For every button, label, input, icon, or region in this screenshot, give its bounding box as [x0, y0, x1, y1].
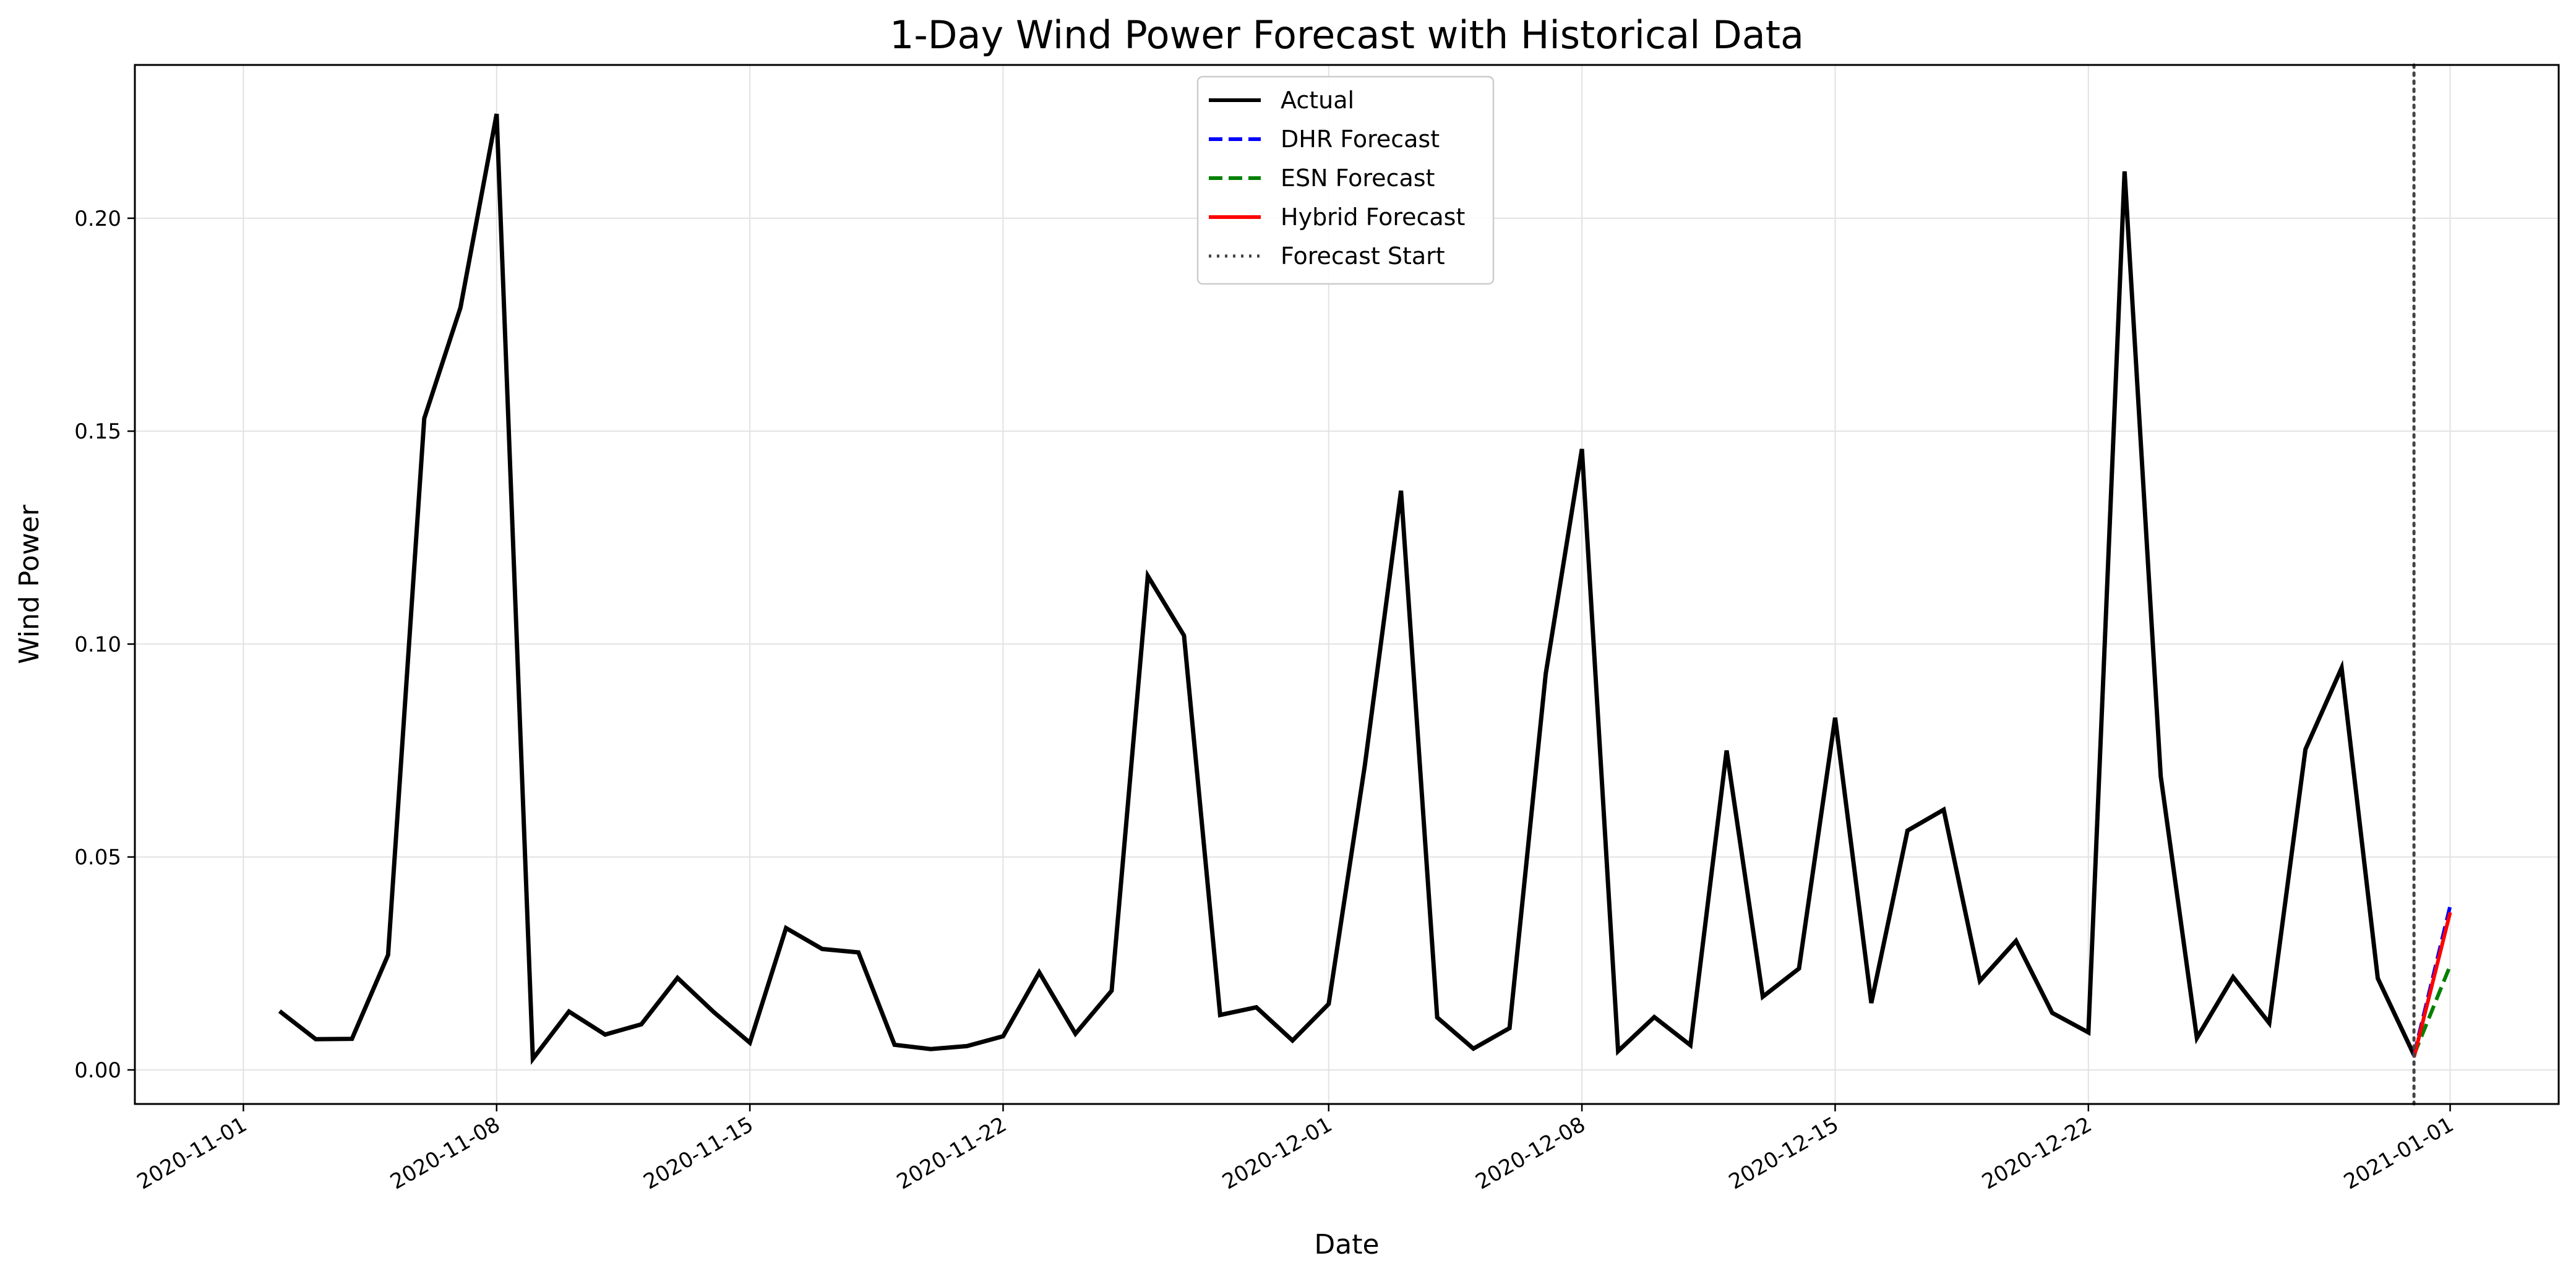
- y-tick-label: 0.05: [74, 845, 121, 870]
- x-tick-label: 2021-01-01: [2340, 1112, 2458, 1194]
- y-tick-label: 0.00: [74, 1058, 121, 1083]
- x-tick-label: 2020-12-01: [1218, 1112, 1336, 1194]
- x-axis: 2020-11-01 2020-11-08 2020-11-15 2020-11-22…: [133, 1104, 2458, 1195]
- series-line-hybrid-forecast: [2412, 912, 2452, 1058]
- legend-box: [1196, 75, 1495, 285]
- chart-title: 1-Day Wind Power Forecast with Historica…: [890, 12, 1804, 58]
- x-tick-label: 2020-11-08: [386, 1112, 504, 1194]
- x-tick-label: 2020-11-22: [893, 1112, 1011, 1194]
- x-axis-title: Date: [1314, 1229, 1379, 1260]
- legend-label: Forecast Start: [1281, 242, 1445, 270]
- series-group: [278, 63, 2452, 1106]
- legend-label: Hybrid Forecast: [1281, 203, 1465, 231]
- y-tick-label: 0.10: [74, 632, 121, 657]
- x-tick-label: 2020-12-15: [1725, 1112, 1843, 1194]
- x-tick-label: 2020-12-22: [1978, 1112, 2096, 1194]
- legend-label: Actual: [1281, 87, 1354, 114]
- series-line-esn-forecast: [2412, 965, 2452, 1056]
- x-tick-label: 2020-11-01: [133, 1112, 251, 1194]
- y-tick-label: 0.15: [74, 419, 121, 444]
- series-line-actual: [278, 113, 2416, 1065]
- y-tick-label: 0.20: [74, 207, 121, 231]
- y-axis: 0.00 0.05 0.10 0.15 0.20: [74, 207, 135, 1083]
- legend-label: ESN Forecast: [1281, 165, 1435, 192]
- x-tick-label: 2020-11-15: [639, 1112, 757, 1194]
- y-axis-title: Wind Power: [14, 504, 45, 664]
- plot-frame: [134, 64, 2560, 1105]
- x-tick-label: 2020-12-08: [1471, 1112, 1589, 1194]
- legend: Actual DHR Forecast ESN Forecast Hybrid For…: [1196, 75, 1495, 285]
- legend-label: DHR Forecast: [1281, 126, 1440, 153]
